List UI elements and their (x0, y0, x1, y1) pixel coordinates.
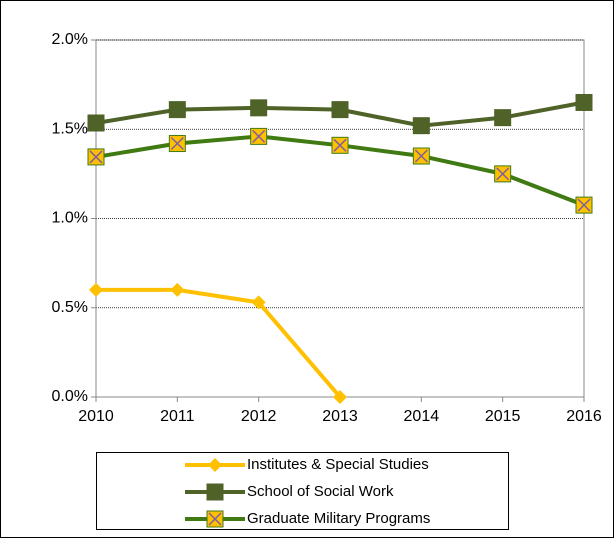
marker-cross (170, 136, 184, 151)
data-point (250, 99, 268, 117)
data-point (494, 165, 512, 183)
y-tick-label: 0.5% (52, 299, 88, 316)
marker-shape (331, 101, 349, 119)
x-tick-label: 2016 (566, 408, 602, 425)
marker-shape (89, 282, 103, 297)
data-point (494, 109, 512, 127)
legend-marker (206, 483, 224, 501)
data-point (412, 147, 430, 165)
marker-shape (250, 99, 268, 117)
marker-shape (208, 458, 222, 472)
marker-cross (333, 138, 347, 152)
marker-cross (89, 150, 103, 164)
marker-cross (208, 512, 222, 526)
marker-shape (251, 295, 266, 310)
data-point (331, 136, 349, 154)
y-tick-label: 1.5% (52, 120, 88, 137)
data-point (170, 282, 185, 297)
y-tick-label: 0.0% (52, 388, 88, 405)
marker-shape (170, 282, 185, 297)
x-tick-label: 2014 (404, 408, 440, 425)
legend-label: School of Social Work (247, 483, 394, 500)
marker-shape (333, 390, 347, 404)
marker-shape (87, 114, 105, 132)
y-tick-label: 2.0% (52, 31, 88, 48)
data-point (251, 295, 266, 310)
marker-shape (412, 117, 430, 135)
legend: Institutes & Special Studies School of So… (185, 456, 430, 528)
data-point (333, 390, 347, 404)
data-point (87, 114, 105, 132)
series-line (96, 287, 342, 399)
data-point (168, 101, 186, 119)
x-tick-label: 2013 (322, 408, 358, 425)
legend-label: Institutes & Special Studies (247, 456, 429, 473)
marker-cross (414, 149, 428, 163)
marker-shape (168, 101, 186, 119)
marker-cross (252, 129, 266, 143)
legend-box (96, 452, 509, 530)
marker-shape (494, 109, 512, 127)
x-tick-label: 2012 (241, 408, 277, 425)
marker-shape (575, 93, 593, 111)
legend-marker (206, 510, 224, 528)
legend-marker (208, 458, 222, 472)
data-point (89, 282, 103, 297)
legend-label: Graduate Military Programs (247, 510, 430, 527)
data-point (575, 196, 593, 214)
data-point (250, 127, 268, 145)
marker-cross (496, 167, 510, 181)
marker-shape (206, 483, 224, 501)
x-tick-label: 2011 (160, 408, 195, 425)
y-tick-label: 1.0% (52, 210, 88, 227)
data-point (87, 148, 105, 166)
data-point (168, 135, 186, 153)
x-tick-label: 2015 (485, 408, 521, 425)
data-point (575, 93, 593, 111)
x-tick-label: 2010 (78, 408, 114, 425)
data-point (331, 101, 349, 119)
data-point (412, 117, 430, 135)
marker-cross (577, 198, 591, 212)
